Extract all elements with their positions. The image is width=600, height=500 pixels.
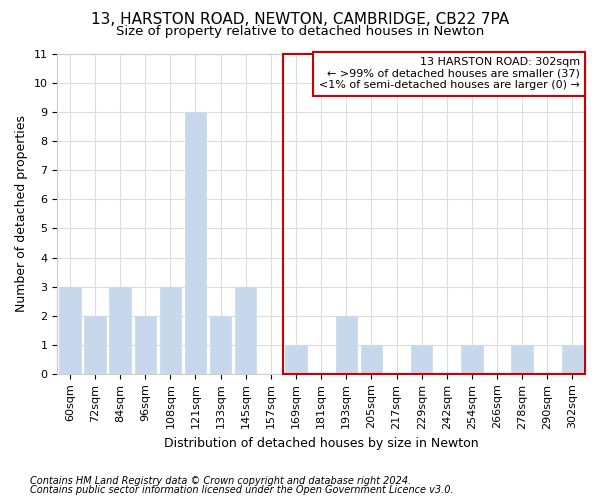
Bar	[134, 316, 156, 374]
Text: Size of property relative to detached houses in Newton: Size of property relative to detached ho…	[116, 25, 484, 38]
Text: 13, HARSTON ROAD, NEWTON, CAMBRIDGE, CB22 7PA: 13, HARSTON ROAD, NEWTON, CAMBRIDGE, CB2…	[91, 12, 509, 28]
Bar	[411, 344, 433, 374]
Bar	[361, 344, 382, 374]
Bar	[286, 344, 307, 374]
X-axis label: Distribution of detached houses by size in Newton: Distribution of detached houses by size …	[164, 437, 478, 450]
Y-axis label: Number of detached properties: Number of detached properties	[15, 116, 28, 312]
Bar	[562, 344, 583, 374]
Bar	[210, 316, 232, 374]
Bar	[59, 286, 80, 374]
Bar	[335, 316, 357, 374]
Text: Contains HM Land Registry data © Crown copyright and database right 2024.: Contains HM Land Registry data © Crown c…	[30, 476, 411, 486]
Bar	[511, 344, 533, 374]
Bar	[461, 344, 482, 374]
Bar	[84, 316, 106, 374]
Text: 13 HARSTON ROAD: 302sqm
← >99% of detached houses are smaller (37)
<1% of semi-d: 13 HARSTON ROAD: 302sqm ← >99% of detach…	[319, 57, 580, 90]
Bar	[185, 112, 206, 374]
Bar	[235, 286, 256, 374]
Text: Contains public sector information licensed under the Open Government Licence v3: Contains public sector information licen…	[30, 485, 454, 495]
Bar	[109, 286, 131, 374]
Bar	[160, 286, 181, 374]
